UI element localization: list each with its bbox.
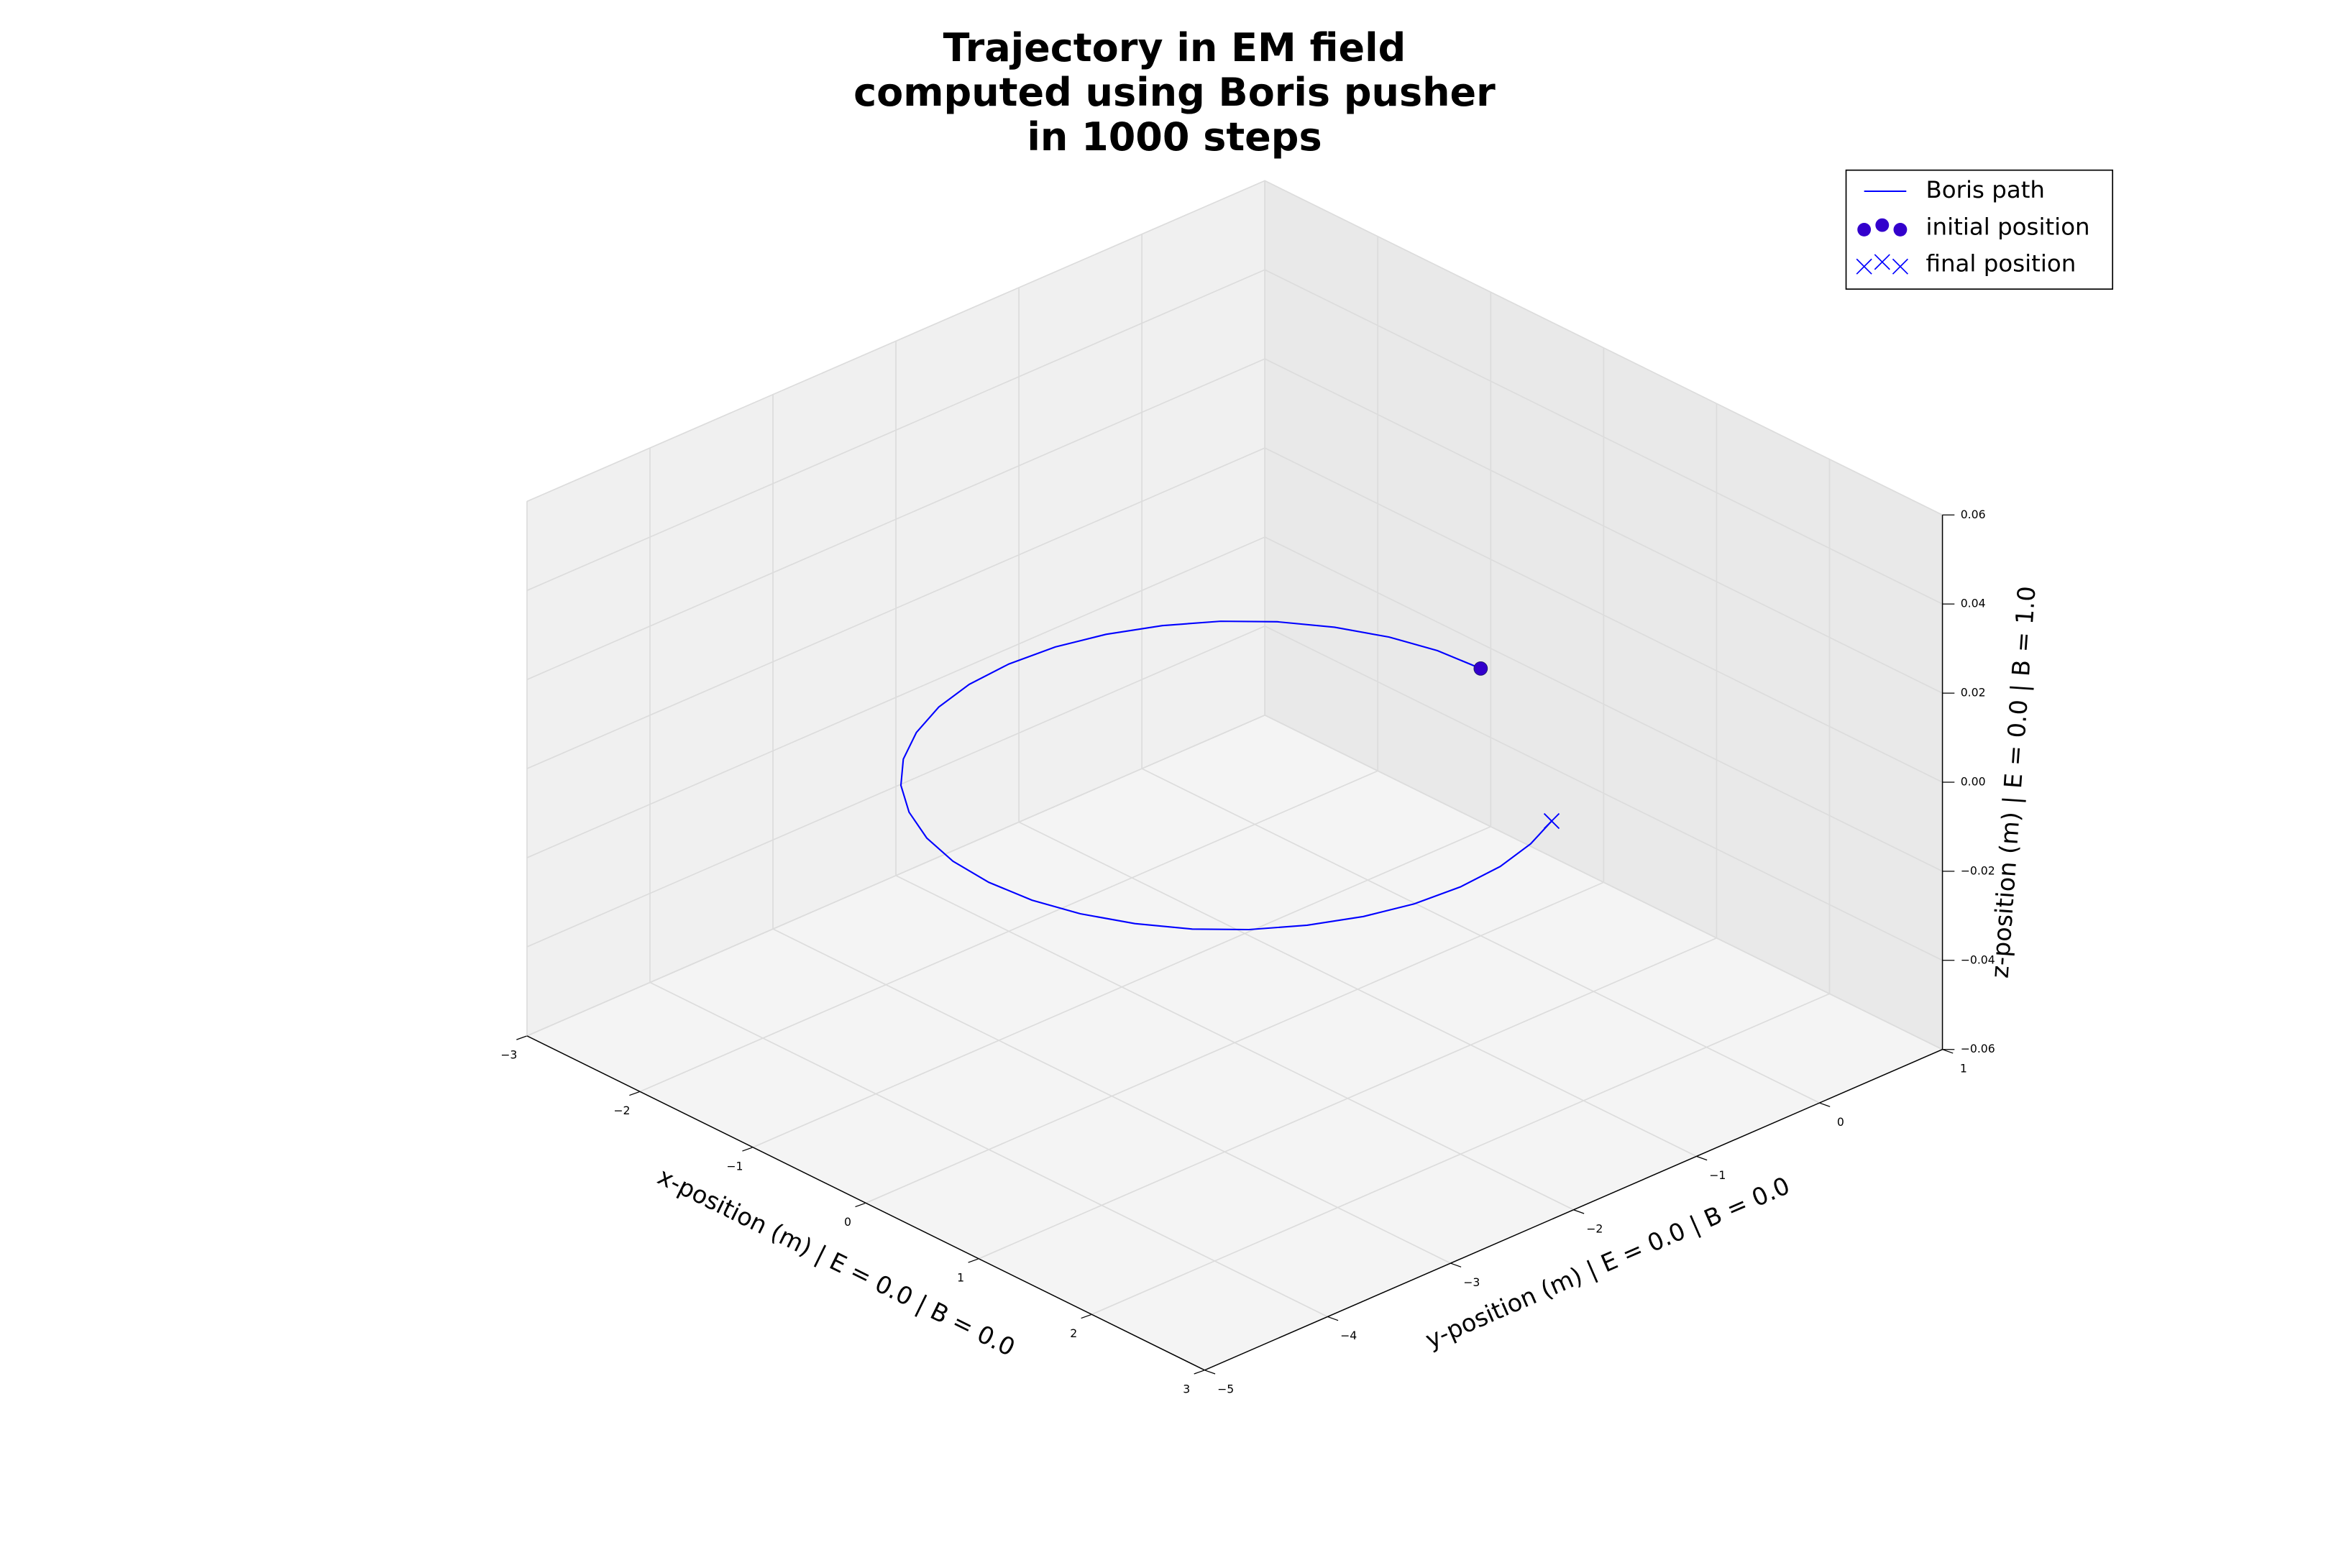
grid-line — [1264, 180, 1943, 516]
grid-line — [895, 875, 1574, 1211]
grid-line — [526, 269, 1265, 592]
legend-marker — [1892, 258, 1908, 275]
x-tick-label: −1 — [726, 1160, 743, 1173]
y-tick — [1819, 1102, 1831, 1107]
legend-label: final position — [1926, 250, 2076, 278]
chart-title: Trajectory in EM field computed using Bo… — [853, 25, 1496, 160]
x-tick — [855, 1202, 866, 1208]
y-tick-label: −4 — [1340, 1329, 1357, 1342]
grid-line — [526, 715, 1265, 1037]
y-tick-label: −5 — [1217, 1383, 1234, 1396]
z-tick-label: 0.02 — [1961, 686, 1986, 700]
grid-line — [772, 928, 1451, 1264]
legend-marker — [1856, 258, 1872, 275]
grid-line — [1018, 821, 1697, 1157]
y-tick — [1450, 1262, 1462, 1267]
initial-marker — [1473, 661, 1488, 676]
x-tick — [968, 1258, 979, 1263]
z-tick-label: −0.06 — [1961, 1042, 1995, 1055]
legend-marker — [1875, 218, 1890, 232]
grid-line — [526, 180, 1265, 503]
trajectory-line — [899, 620, 1552, 931]
grid-line — [1264, 625, 1943, 961]
legend-box — [1845, 169, 2114, 290]
x-tick-label: 3 — [1183, 1383, 1190, 1396]
x-tick-label: 2 — [1070, 1326, 1077, 1340]
grid-line — [526, 358, 1265, 680]
z-tick-label: −0.04 — [1961, 953, 1995, 966]
grid-line — [1141, 768, 1820, 1104]
grid-line — [649, 981, 1328, 1318]
legend-marker — [1893, 222, 1908, 237]
legend-label: initial position — [1926, 213, 2090, 240]
x-tick — [629, 1091, 641, 1096]
y-tick-label: 0 — [1837, 1115, 1844, 1129]
y-tick-label: −2 — [1586, 1221, 1603, 1235]
grid-line — [526, 447, 1265, 769]
z-tick-label: 0.04 — [1961, 597, 1986, 610]
x-tick-label: −3 — [500, 1048, 517, 1062]
axis-line — [526, 1035, 1205, 1371]
x-tick — [742, 1147, 754, 1152]
grid-line — [526, 625, 1265, 948]
grid-line — [1264, 358, 1943, 694]
y-tick-label: −1 — [1709, 1168, 1726, 1182]
grid-line — [1264, 715, 1943, 1050]
x-tick-label: 0 — [844, 1215, 851, 1229]
grid-line — [1264, 536, 1943, 872]
legend-marker — [1874, 254, 1890, 270]
y-tick-label: 1 — [1960, 1061, 1967, 1075]
x-tick — [1194, 1370, 1205, 1375]
z-tick-label: −0.02 — [1961, 863, 1995, 877]
y-tick — [1573, 1209, 1585, 1214]
y-tick-label: −3 — [1463, 1275, 1480, 1289]
legend-label: Boris path — [1926, 176, 2045, 203]
z-tick-label: 0.06 — [1961, 508, 1986, 521]
axis-line — [1204, 1049, 1943, 1371]
grid-line — [1264, 269, 1943, 605]
y-tick — [1327, 1316, 1339, 1321]
y-tick — [1696, 1155, 1708, 1161]
x-tick — [1081, 1313, 1092, 1319]
grid-line — [526, 536, 1265, 858]
z-axis-label: z-position (m) | E = 0.0 | B = 1.0 — [1986, 585, 2041, 979]
x-tick-label: 1 — [957, 1271, 964, 1285]
x-tick-label: −2 — [613, 1104, 630, 1117]
legend-marker — [1857, 222, 1872, 237]
y-tick — [1204, 1370, 1216, 1375]
y-tick — [1942, 1049, 1954, 1054]
z-tick-label: 0.00 — [1961, 774, 1986, 788]
marker-stroke — [1543, 812, 1560, 830]
x-tick — [516, 1035, 528, 1040]
final-marker — [1543, 812, 1560, 830]
grid-line — [1264, 447, 1943, 783]
